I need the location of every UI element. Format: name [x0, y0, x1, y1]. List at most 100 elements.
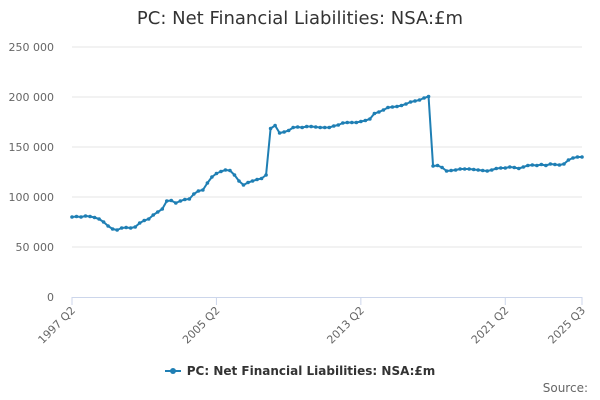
- legend-line-marker-icon: [164, 366, 181, 376]
- data-point: [106, 224, 110, 228]
- data-point: [286, 128, 291, 133]
- data-point: [458, 167, 462, 171]
- data-point: [88, 214, 92, 219]
- data-point: [539, 162, 544, 167]
- data-point: [259, 176, 264, 181]
- data-point: [128, 226, 133, 230]
- data-point: [309, 124, 314, 129]
- data-point: [300, 125, 304, 130]
- data-point: [250, 179, 255, 183]
- data-point: [526, 163, 530, 168]
- data-point: [318, 125, 323, 130]
- data-point: [219, 169, 223, 174]
- series-line: [71, 95, 583, 231]
- data-point: [535, 163, 539, 168]
- data-point: [345, 120, 350, 125]
- data-point: [359, 119, 363, 124]
- data-point: [223, 168, 228, 172]
- data-point: [444, 169, 449, 173]
- data-point: [575, 155, 580, 159]
- source-credits[interactable]: Source:: [542, 381, 588, 395]
- data-point: [304, 124, 309, 129]
- data-point: [557, 163, 562, 167]
- data-point: [517, 166, 521, 171]
- data-point: [399, 103, 404, 108]
- data-point: [336, 123, 341, 127]
- data-point: [92, 215, 97, 220]
- data-point: [422, 96, 426, 100]
- data-point: [449, 168, 453, 173]
- data-point: [530, 163, 535, 167]
- data-point: [178, 199, 183, 203]
- data-point: [101, 220, 106, 224]
- legend[interactable]: PC: Net Financial Liabilities: NSA:£m: [0, 364, 600, 378]
- series-layer: [70, 94, 584, 232]
- data-point: [368, 117, 372, 121]
- data-point: [160, 207, 165, 211]
- data-point: [480, 168, 485, 173]
- data-point: [498, 166, 503, 170]
- data-point: [435, 163, 440, 168]
- legend-label[interactable]: PC: Net Financial Liabilities: NSA:£m: [186, 364, 436, 378]
- data-point: [187, 197, 192, 201]
- data-point: [83, 214, 88, 218]
- x-tick-label: 2021 Q2: [469, 304, 512, 347]
- data-point: [521, 165, 526, 169]
- data-point: [137, 221, 142, 225]
- legend-dot: [169, 368, 176, 374]
- data-point: [133, 225, 137, 229]
- data-point: [548, 162, 553, 166]
- data-point: [408, 100, 413, 104]
- data-point: [494, 166, 499, 171]
- data-point: [566, 158, 571, 162]
- data-point: [192, 192, 196, 196]
- data-point: [489, 168, 494, 172]
- data-point: [237, 179, 241, 183]
- data-point: [386, 105, 390, 110]
- grid-lines: [72, 46, 582, 248]
- data-point: [210, 175, 214, 179]
- data-point: [196, 189, 201, 193]
- data-point: [255, 177, 259, 182]
- y-tick-label: 200 000: [9, 91, 55, 104]
- data-point: [363, 118, 368, 123]
- data-point: [295, 125, 300, 129]
- data-point: [390, 105, 395, 109]
- data-point: [350, 120, 354, 125]
- data-point: [246, 180, 250, 185]
- x-tick-label: 2013 Q2: [324, 304, 367, 347]
- data-point: [79, 215, 83, 219]
- data-point: [553, 162, 557, 167]
- data-point: [453, 168, 458, 172]
- data-point: [413, 99, 417, 103]
- data-point: [268, 126, 273, 131]
- y-tick-label: 50 000: [16, 241, 55, 254]
- data-point: [214, 171, 219, 176]
- x-tick-label: 1997 Q2: [36, 304, 79, 347]
- data-point: [124, 225, 128, 230]
- data-point: [512, 165, 517, 170]
- data-point: [183, 197, 187, 202]
- data-point: [291, 125, 295, 130]
- y-tick-label: 0: [47, 291, 54, 304]
- data-point: [417, 98, 422, 102]
- x-tick-label: 2025 Q3: [546, 304, 589, 347]
- data-point: [404, 102, 408, 106]
- data-point: [476, 168, 480, 172]
- data-point: [471, 167, 476, 172]
- data-point: [115, 228, 119, 232]
- data-point: [507, 165, 512, 169]
- data-point: [146, 217, 151, 221]
- data-point: [562, 162, 566, 166]
- data-point: [544, 163, 548, 168]
- data-point: [264, 173, 268, 177]
- data-point: [503, 166, 508, 170]
- data-point: [277, 131, 282, 135]
- data-point: [273, 123, 277, 128]
- data-point: [372, 111, 377, 116]
- data-point: [205, 181, 210, 185]
- data-point: [228, 168, 232, 173]
- data-point: [354, 120, 359, 125]
